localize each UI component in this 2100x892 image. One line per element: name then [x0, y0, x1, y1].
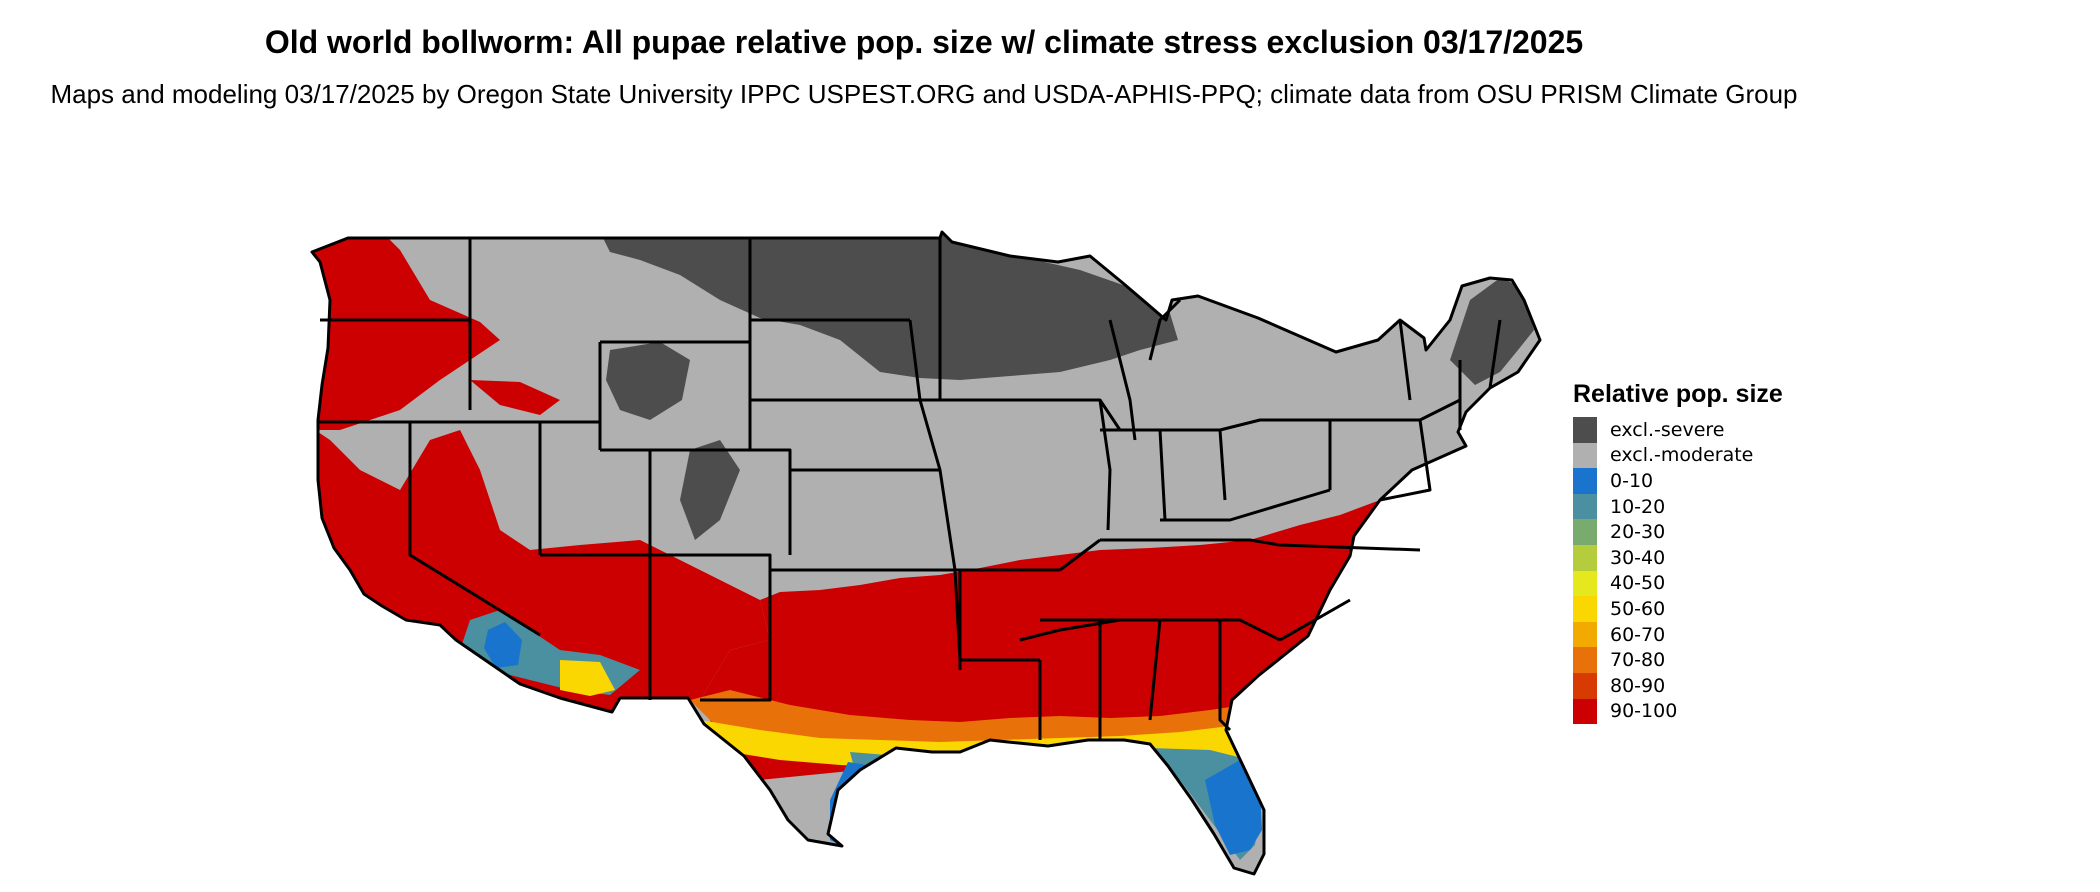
- severe-exclusion-northern-plains: [600, 232, 1178, 380]
- legend-title: Relative pop. size: [1573, 380, 1783, 408]
- legend-label: excl.-severe: [1610, 418, 1725, 441]
- legend-label: 50-60: [1610, 597, 1666, 620]
- map-header: Old world bollworm: All pupae relative p…: [0, 22, 1848, 111]
- legend-swatch: [1573, 596, 1597, 622]
- legend-label: 30-40: [1610, 546, 1666, 569]
- pop-0-10-florida: [1205, 760, 1262, 855]
- legend-swatch: [1573, 519, 1597, 545]
- state-boundaries: [310, 230, 1542, 876]
- legend-item-50-60: 50-60: [1573, 596, 1783, 622]
- legend-item-80-90: 80-90: [1573, 672, 1783, 699]
- legend-label: 10-20: [1610, 495, 1666, 518]
- pop-0-10-south-texas: [830, 762, 950, 850]
- legend-label: 40-50: [1610, 572, 1666, 595]
- legend-item-excl-moderate: excl.-moderate: [1573, 442, 1783, 469]
- legend-label: 20-30: [1610, 521, 1666, 544]
- pop-0-30-gulf-coast: [850, 748, 1262, 860]
- legend-item-20-30: 20-30: [1573, 519, 1783, 545]
- legend-item-excl-severe: excl.-severe: [1573, 417, 1783, 443]
- legend-swatch: [1573, 544, 1597, 571]
- legend-label: 90-100: [1610, 700, 1678, 723]
- state-lines-east: [940, 319, 1502, 740]
- legend-label: 60-70: [1610, 623, 1666, 646]
- legend-item-40-50: 40-50: [1573, 570, 1783, 597]
- legend-swatch: [1573, 698, 1597, 725]
- legend-swatch: [1573, 647, 1597, 673]
- legend-label: 80-90: [1610, 674, 1666, 697]
- severe-exclusion-wyoming: [606, 342, 690, 420]
- map-subtitle: Maps and modeling 03/17/2025 by Oregon S…: [50, 79, 1798, 109]
- legend-item-60-70: 60-70: [1573, 621, 1783, 648]
- legend-swatch: [1573, 672, 1597, 699]
- great-lakes: [1108, 298, 1182, 441]
- legend-swatch: [1573, 417, 1597, 443]
- severe-exclusion-colorado: [680, 440, 740, 540]
- legend-label: 70-80: [1610, 649, 1666, 672]
- pop-0-10-colorado-river: [484, 622, 522, 668]
- map-legend: Relative pop. size excl.-severe excl.-mo…: [1573, 380, 1783, 725]
- pop-40-60-arizona: [560, 660, 615, 696]
- map-title: Old world bollworm: All pupae relative p…: [264, 24, 1584, 60]
- legend-item-90-100: 90-100: [1573, 698, 1783, 725]
- severe-exclusion-new-england: [1450, 278, 1534, 385]
- legend-swatch: [1573, 493, 1597, 520]
- legend-label: 0-10: [1610, 469, 1654, 492]
- high-pop-idaho: [470, 380, 560, 415]
- legend-swatch: [1573, 621, 1597, 648]
- high-pop-northwest: [312, 232, 500, 430]
- legend-label: excl.-moderate: [1610, 444, 1754, 467]
- legend-item-10-20: 10-20: [1573, 493, 1783, 520]
- legend-swatch: [1573, 570, 1597, 597]
- legend-item-0-10: 0-10: [1573, 468, 1783, 494]
- legend-swatch: [1573, 442, 1597, 469]
- state-lines-west: [318, 238, 950, 702]
- state-lines-central: [750, 238, 1121, 740]
- us-outline: [310, 230, 1542, 876]
- legend-item-30-40: 30-40: [1573, 544, 1783, 571]
- legend-swatch: [1573, 468, 1597, 494]
- high-pop-southeast: [700, 415, 1540, 780]
- legend-item-70-80: 70-80: [1573, 647, 1783, 673]
